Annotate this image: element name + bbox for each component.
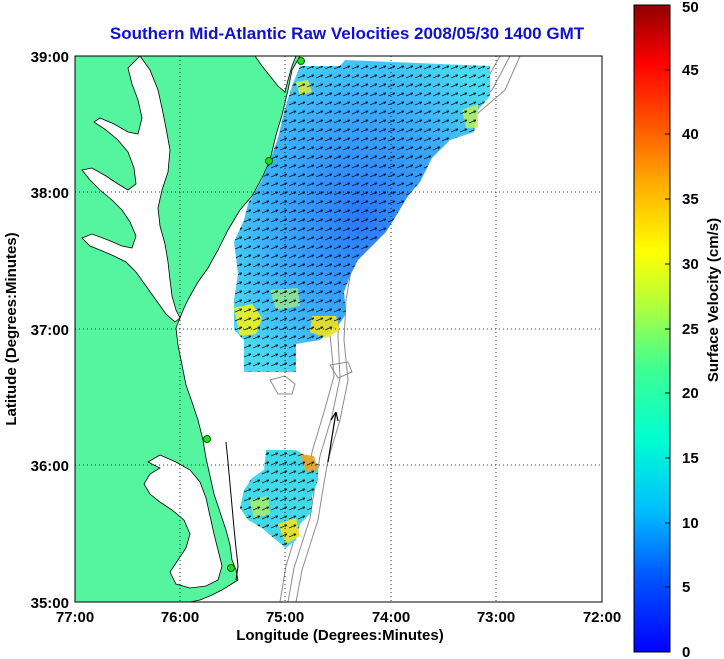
colorbar-tick-label: 35 [682, 191, 699, 208]
colorbar-tick-label: 40 [682, 126, 699, 143]
x-tick-label: 74:00 [372, 609, 410, 626]
colorbar-tick-label: 45 [682, 62, 699, 79]
colorbar-tick-label: 15 [682, 450, 699, 467]
velocity-vectors-south [240, 450, 318, 548]
y-tick-label: 36:00 [31, 458, 69, 475]
x-tick-label: 75:00 [266, 609, 304, 626]
radar-station-marker [297, 57, 305, 65]
y-tick-label: 39:00 [31, 49, 69, 66]
colorbar-tick-label: 30 [682, 256, 699, 273]
colorbar-label: Surface Velocity (cm/s) [705, 218, 722, 382]
pamlico-sound [143, 454, 223, 589]
radar-station-marker [227, 564, 235, 572]
barrier-islands [225, 441, 239, 581]
y-axis-label: Latitude (Degrees:Minutes) [3, 232, 20, 425]
graticule [75, 56, 602, 602]
radar-station-marker [265, 157, 273, 165]
radar-station-marker [203, 435, 211, 443]
y-tick-label: 37:00 [31, 322, 69, 339]
y-tick-label: 35:00 [31, 595, 69, 612]
velocity-vectors-north [234, 60, 490, 372]
x-axis-label: Longitude (Degrees:Minutes) [236, 627, 444, 644]
y-tick-label: 38:00 [31, 185, 69, 202]
colorbar-ticks [665, 69, 670, 653]
plot-frame [74, 55, 603, 603]
x-tick-label: 72:00 [583, 609, 621, 626]
x-tick-label: 77:00 [56, 609, 94, 626]
x-tick-label: 76:00 [161, 609, 199, 626]
colorbar-tick-label: 0 [682, 644, 690, 659]
chesapeake-bay [81, 56, 181, 323]
colorbar-tick-label: 10 [682, 515, 699, 532]
colorbar-tick-label: 5 [682, 579, 690, 596]
colorbar-tick-label: 50 [682, 0, 699, 16]
map-title: Southern Mid-Atlantic Raw Velocities 200… [109, 24, 585, 43]
reference-vector [327, 411, 339, 463]
x-tick-label: 73:00 [477, 609, 515, 626]
colorbar [633, 4, 671, 653]
colorbar-tick-label: 20 [682, 385, 699, 402]
colorbar-tick-label: 25 [682, 321, 699, 338]
